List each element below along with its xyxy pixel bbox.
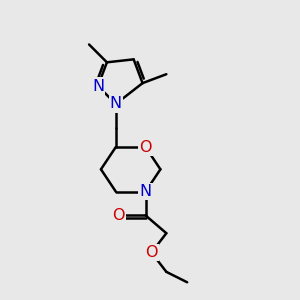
Text: O: O bbox=[112, 208, 125, 223]
Text: O: O bbox=[145, 245, 158, 260]
Text: N: N bbox=[92, 79, 104, 94]
Text: N: N bbox=[110, 96, 122, 111]
Text: N: N bbox=[140, 184, 152, 199]
Text: O: O bbox=[139, 140, 152, 154]
